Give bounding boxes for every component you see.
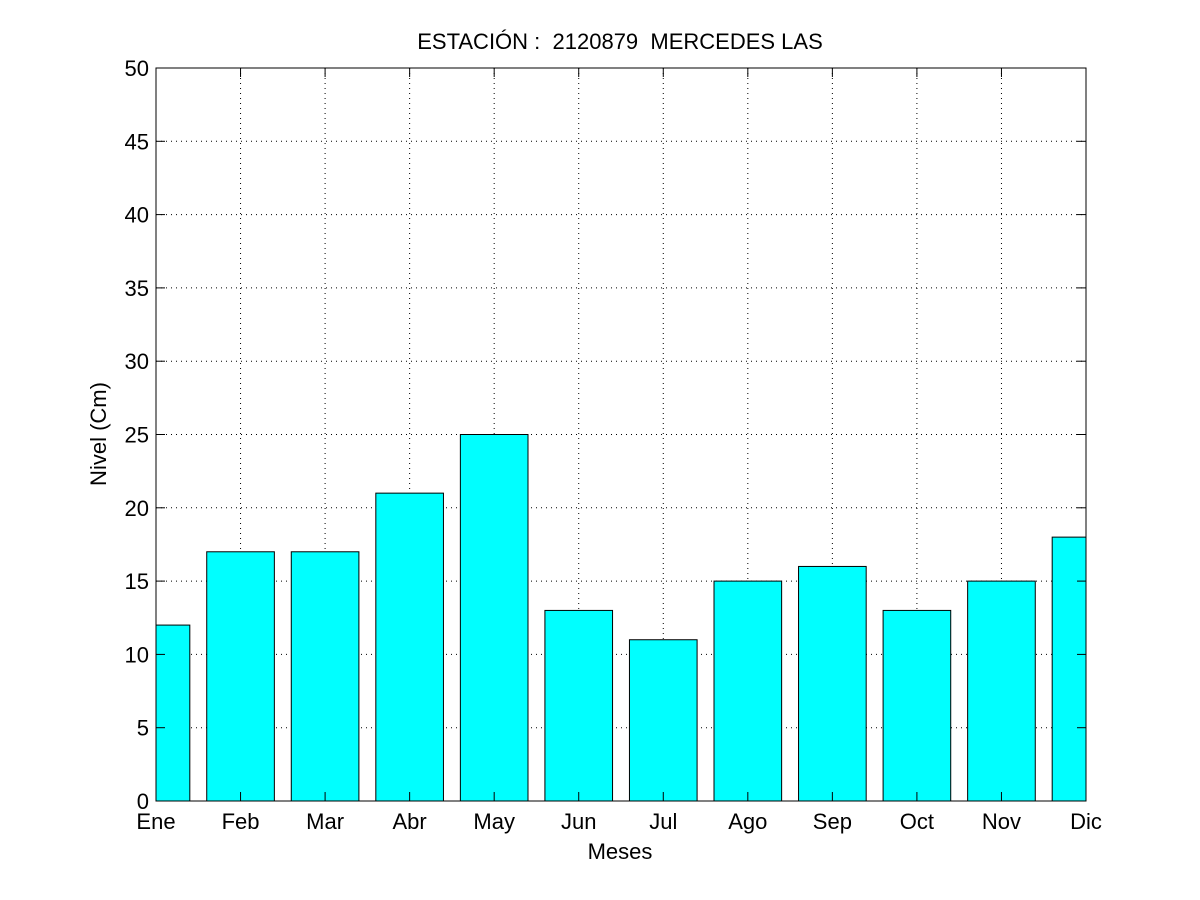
bar-jul — [628, 639, 698, 802]
chart-title: ESTACIÓN : 2120879 MERCEDES LAS — [417, 29, 823, 54]
bar-feb — [206, 551, 275, 802]
x-tick-label: Jun — [561, 809, 596, 834]
y-tick-label: 40 — [125, 203, 149, 228]
y-axis-ticks: 0 5 10 15 20 25 30 35 40 45 50 — [125, 56, 1086, 814]
y-tick-label: 30 — [125, 349, 149, 374]
y-tick-label: 0 — [137, 789, 149, 814]
bar-jun — [544, 609, 614, 802]
bar-sep — [798, 565, 867, 802]
bar-dic — [1051, 536, 1087, 802]
y-tick-label: 20 — [125, 496, 149, 521]
x-tick-label: Mar — [306, 809, 344, 834]
bar-mar — [290, 551, 360, 802]
bars — [155, 434, 1087, 802]
bar-ene — [155, 624, 191, 802]
x-tick-label: Ago — [728, 809, 767, 834]
y-tick-label: 15 — [125, 569, 149, 594]
bar-ago — [713, 580, 783, 802]
x-tick-label: Sep — [813, 809, 852, 834]
y-tick-label: 50 — [125, 56, 149, 81]
y-tick-label: 35 — [125, 276, 149, 301]
y-tick-label: 5 — [137, 716, 149, 741]
x-tick-label: Nov — [982, 809, 1021, 834]
y-tick-label: 25 — [125, 423, 149, 448]
x-tick-label: Dic — [1070, 809, 1102, 834]
x-axis-ticks: Ene Feb Mar Abr May Jun Jul Ago Sep Oct Nov Dic — [136, 68, 1102, 834]
bar-may — [459, 434, 529, 802]
x-tick-label: Feb — [222, 809, 260, 834]
bar-abr — [375, 492, 444, 802]
y-axis-label: Nivel (Cm) — [86, 382, 111, 486]
x-tick-label: Jul — [649, 809, 677, 834]
x-tick-label: Oct — [900, 809, 934, 834]
y-tick-label: 10 — [125, 642, 149, 667]
x-axis-label: Meses — [588, 839, 653, 864]
bar-oct — [882, 609, 952, 802]
x-tick-label: May — [473, 809, 515, 834]
y-tick-label: 45 — [125, 129, 149, 154]
x-tick-label: Abr — [393, 809, 427, 834]
x-tick-label: Ene — [136, 809, 175, 834]
bar-nov — [967, 580, 1036, 802]
